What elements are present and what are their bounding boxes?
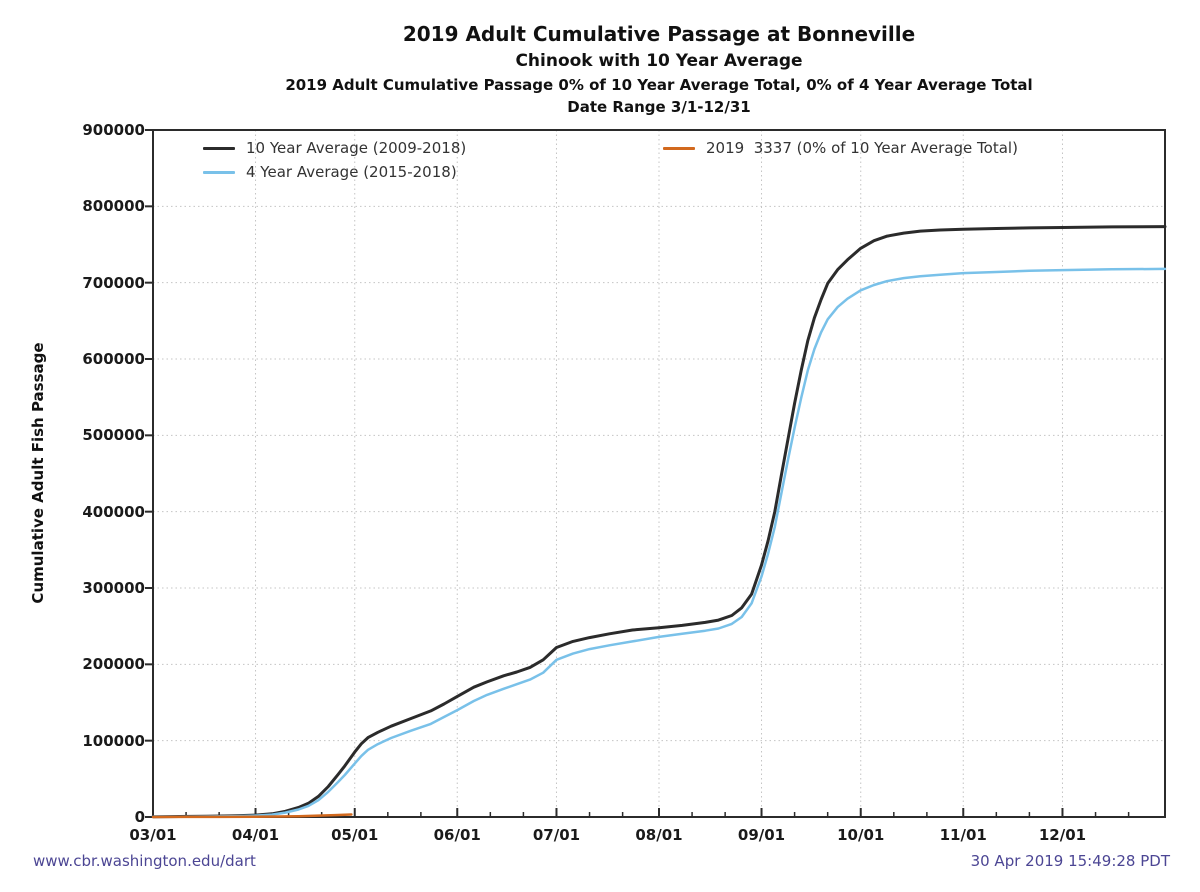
y-tick-label: 600000 <box>82 350 145 368</box>
x-tick-label: 12/01 <box>1038 826 1087 844</box>
legend-label-2019: 2019 3337 (0% of 10 Year Average Total) <box>706 139 1018 157</box>
footer-site-url: www.cbr.washington.edu/dart <box>33 852 256 870</box>
legend-swatch-10yr-icon <box>203 146 235 150</box>
chart-subtitle-2: 2019 Adult Cumulative Passage 0% of 10 Y… <box>285 76 1033 95</box>
x-tick-label: 03/01 <box>129 826 177 844</box>
legend-swatch-4yr-icon <box>203 170 235 174</box>
series-line-4-year-average-2015-2018- <box>151 267 1167 819</box>
axis-ticks <box>145 129 1130 818</box>
x-tick-label: 04/01 <box>231 826 280 844</box>
y-tick-label: 400000 <box>82 502 145 521</box>
legend-item-2019: 2019 3337 (0% of 10 Year Average Total) <box>663 139 1018 157</box>
chart-title: 2019 Adult Cumulative Passage at Bonnevi… <box>402 22 916 46</box>
x-tick-label: 09/01 <box>737 826 786 844</box>
y-tick-label: 300000 <box>82 579 145 597</box>
y-axis-title: Cumulative Adult Fish Passage <box>29 342 47 604</box>
y-tick-label: 100000 <box>82 731 145 750</box>
x-tick-label: 10/01 <box>837 826 885 844</box>
legend-item-4yr: 4 Year Average (2015-2018) <box>203 163 457 181</box>
x-tick-label: 05/01 <box>331 826 379 844</box>
chart-date-range: Date Range 3/1-12/31 <box>567 98 751 117</box>
series-line-2019 <box>151 813 353 819</box>
y-tick-label: 700000 <box>82 273 145 292</box>
y-tick-label: 500000 <box>82 426 145 445</box>
y-tick-label: 200000 <box>82 655 145 674</box>
legend-label-10yr: 10 Year Average (2009-2018) <box>246 139 467 157</box>
x-tick-label: 07/01 <box>532 826 581 844</box>
title-block: 2019 Adult Cumulative Passage at Bonnevi… <box>153 22 1165 116</box>
legend-label-4yr: 4 Year Average (2015-2018) <box>246 163 457 181</box>
legend-swatch-2019-icon <box>663 146 695 150</box>
x-tick-label: 06/01 <box>433 826 481 844</box>
gridlines <box>153 130 1165 817</box>
x-tick-label: 11/01 <box>939 826 987 844</box>
series-line-10-year-average-2009-2018- <box>151 225 1167 819</box>
y-tick-label: 0 <box>134 808 145 826</box>
y-tick-label: 800000 <box>82 197 145 216</box>
chart-subtitle: Chinook with 10 Year Average <box>515 51 803 71</box>
x-tick-label: 08/01 <box>635 826 683 844</box>
y-tick-label: 900000 <box>82 121 145 139</box>
footer-timestamp: 30 Apr 2019 15:49:28 PDT <box>970 852 1170 870</box>
legend-item-10yr: 10 Year Average (2009-2018) <box>203 139 466 157</box>
